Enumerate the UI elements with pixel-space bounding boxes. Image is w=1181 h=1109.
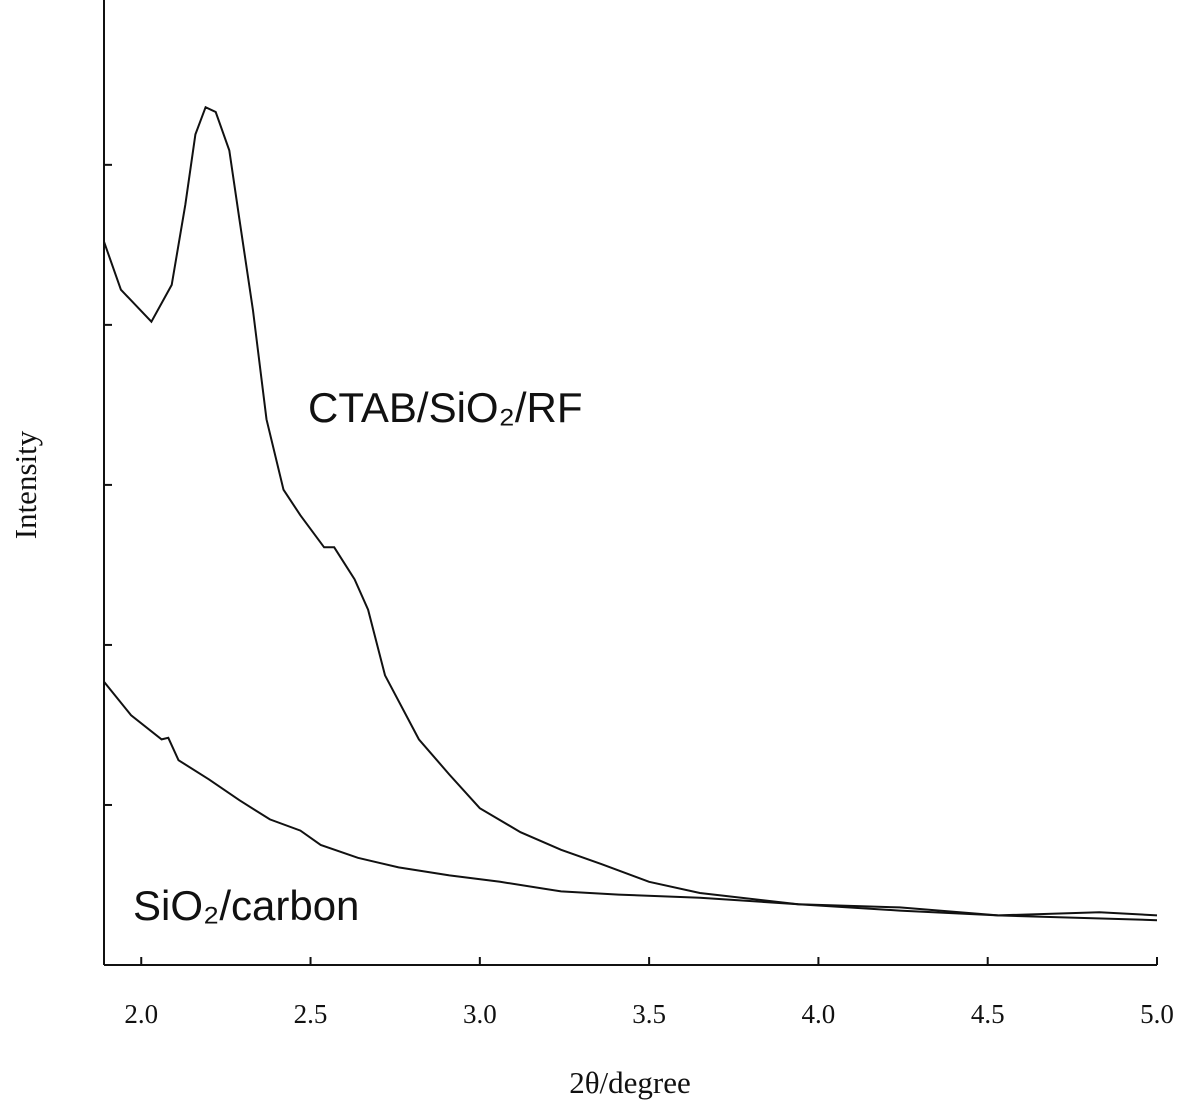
x-tick-label: 3.0 — [463, 999, 497, 1029]
y-axis-title: Intensity — [8, 430, 43, 539]
x-tick-label: 5.0 — [1140, 999, 1174, 1029]
x-tick-label: 4.0 — [802, 999, 836, 1029]
x-tick-label: 2.0 — [124, 999, 158, 1029]
data-line — [103, 105, 1158, 922]
data-line — [103, 681, 1158, 917]
x-axis-title: 2θ/degree — [569, 1065, 691, 1100]
series-label: CTAB/SiO₂/RF — [308, 384, 583, 431]
x-tick-label: 4.5 — [971, 999, 1005, 1029]
series-label: SiO₂/carbon — [133, 882, 359, 929]
x-tick-label: 3.5 — [632, 999, 666, 1029]
x-tick-label: 2.5 — [294, 999, 328, 1029]
